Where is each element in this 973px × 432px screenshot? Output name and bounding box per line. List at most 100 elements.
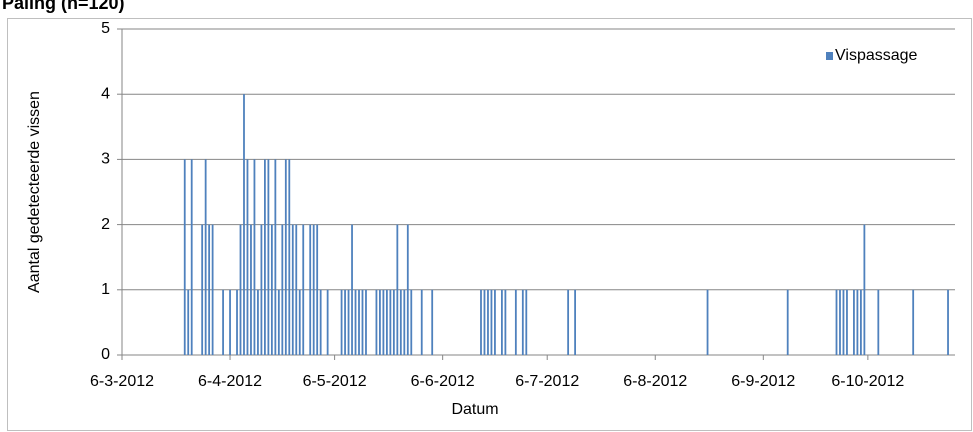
bar (277, 289, 280, 355)
bar (786, 289, 789, 355)
bar (403, 289, 406, 355)
bar (267, 159, 270, 355)
bar (406, 224, 409, 355)
bar (835, 289, 838, 355)
bar (483, 289, 486, 355)
bar (211, 224, 214, 355)
bar (431, 289, 434, 355)
bar (567, 289, 570, 355)
bar (250, 224, 252, 355)
bar (399, 289, 402, 355)
bar (239, 224, 242, 355)
bar (525, 289, 528, 355)
bar (316, 224, 319, 355)
chart-title: Paling (n=120) (2, 0, 125, 13)
bar (222, 289, 224, 355)
bar (309, 224, 312, 355)
bar (281, 224, 284, 355)
bar (706, 289, 709, 355)
x-tick-label: 6-4-2012 (198, 373, 262, 390)
x-tick-label: 6-10-2012 (831, 373, 904, 390)
bar (208, 224, 211, 355)
bar (379, 289, 381, 355)
bar (361, 289, 364, 355)
bar (839, 289, 841, 355)
bar (187, 289, 190, 355)
bar (410, 289, 413, 355)
bar (243, 94, 245, 355)
bar (480, 289, 482, 355)
bar (298, 289, 301, 355)
x-tick-label: 6-6-2012 (411, 373, 475, 390)
bar (347, 289, 350, 355)
bar (274, 159, 277, 355)
bar (229, 289, 231, 355)
bar (947, 289, 949, 355)
bar (236, 289, 238, 355)
bar (326, 289, 329, 355)
bar (912, 289, 915, 355)
bar (487, 289, 489, 355)
bar (358, 289, 360, 355)
legend-label: Vispassage (835, 47, 918, 64)
bar (375, 289, 378, 355)
y-tick-label: 5 (101, 20, 110, 37)
bar (490, 289, 493, 355)
y-tick-label: 4 (101, 85, 110, 102)
bar (263, 159, 266, 355)
bar (382, 289, 385, 355)
bar (396, 224, 399, 355)
bar (385, 289, 388, 355)
bar (284, 159, 287, 355)
bar (295, 224, 298, 355)
x-tick-label: 6-3-2012 (90, 373, 154, 390)
x-tick-label: 6-7-2012 (515, 373, 579, 390)
y-tick-label: 3 (101, 151, 110, 168)
x-tick-label: 6-5-2012 (303, 373, 367, 390)
bar (351, 224, 353, 355)
bar (863, 224, 866, 355)
x-tick-label: 6-8-2012 (623, 373, 687, 390)
bar (574, 289, 576, 355)
bar (302, 224, 305, 355)
bar (501, 289, 503, 355)
x-axis-label: Datum (451, 401, 498, 418)
bar (521, 289, 524, 355)
bar (842, 289, 845, 355)
bar (392, 289, 395, 355)
bar (846, 289, 848, 355)
x-tick-label: 6-9-2012 (731, 373, 795, 390)
bar (365, 289, 367, 355)
bar (257, 289, 259, 355)
bar (389, 289, 392, 355)
chart-border (7, 18, 972, 431)
bar (494, 289, 496, 355)
legend-swatch (826, 52, 833, 60)
bar (853, 289, 855, 355)
bar (856, 289, 859, 355)
bar (859, 289, 862, 355)
bar (354, 289, 357, 355)
y-tick-label: 2 (101, 216, 110, 233)
bar (204, 159, 207, 355)
bar (201, 224, 204, 355)
bar (190, 159, 193, 355)
bar (288, 159, 291, 355)
bar (312, 224, 315, 355)
bar (246, 159, 249, 355)
bar (340, 289, 343, 355)
bar (877, 289, 880, 355)
bar (291, 224, 294, 355)
y-axis-label: Aantal gedetecteerde vissen (26, 91, 43, 293)
bar (183, 159, 186, 355)
bar (344, 289, 346, 355)
bar (260, 224, 263, 355)
bar (504, 289, 507, 355)
bar (253, 159, 256, 355)
bar (514, 289, 517, 355)
y-tick-label: 1 (101, 281, 110, 298)
bar (319, 289, 322, 355)
bar (270, 224, 273, 355)
